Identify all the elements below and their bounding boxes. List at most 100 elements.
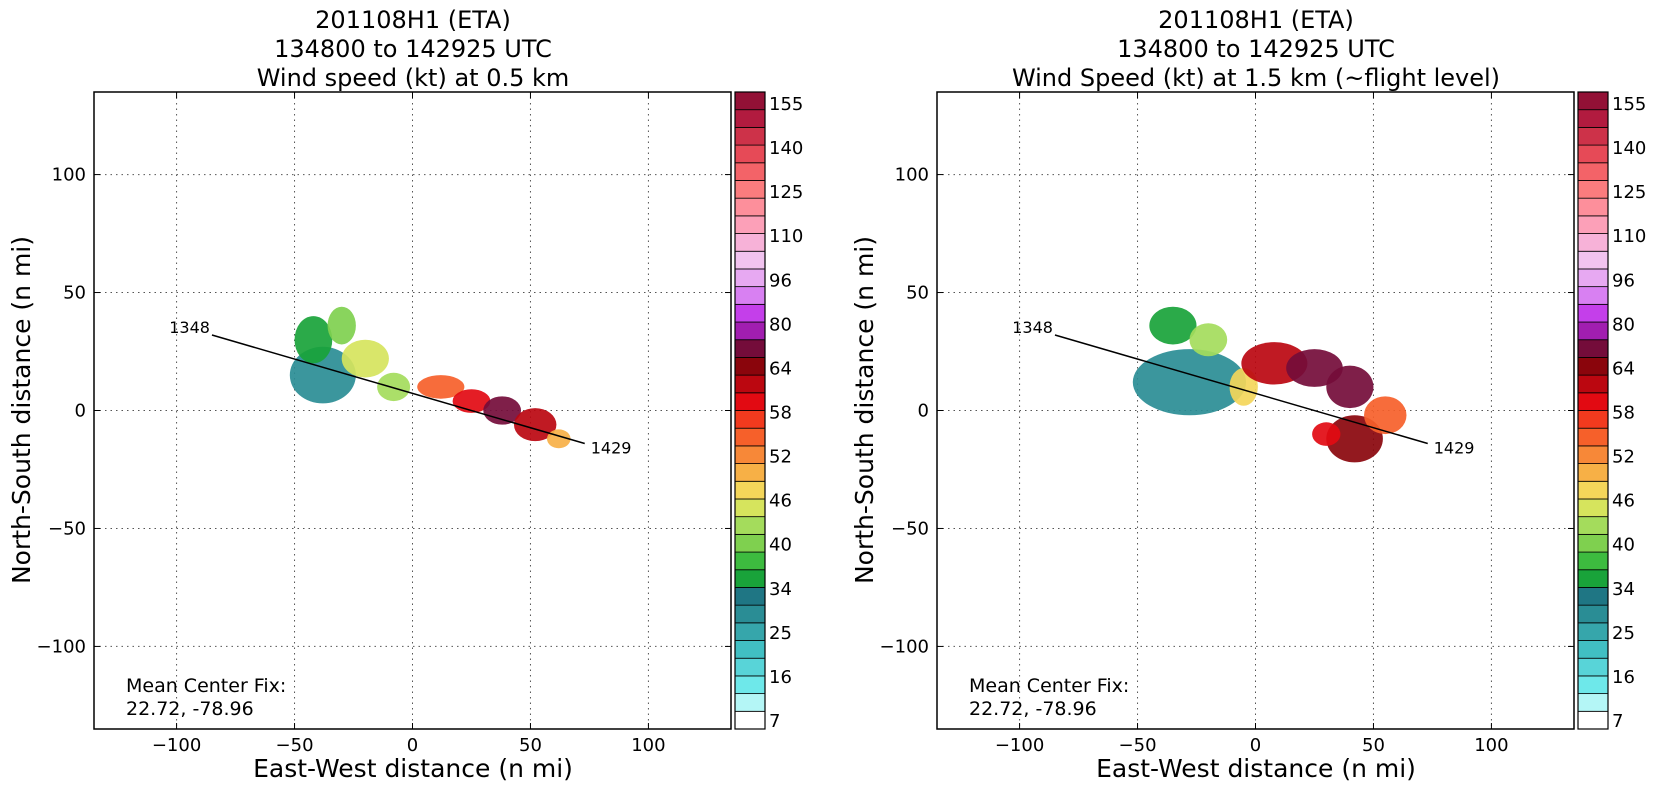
colorbar-tick-label: 46: [769, 491, 792, 512]
colorbar-segment: [734, 268, 766, 288]
colorbar-frame: [1577, 91, 1609, 730]
colorbar-tick-label: 25: [769, 623, 792, 644]
panel-right-annotation-line-2: 22.72, -78.96: [969, 698, 1097, 720]
panel-left-title-line-2: 134800 to 142925 UTC: [274, 35, 552, 63]
flight-track-line: [1054, 334, 1428, 445]
colorbar-segment: [1577, 357, 1609, 376]
colorbar-segment: [734, 569, 766, 588]
colorbar-tick-label: 16: [769, 667, 792, 688]
colorbar-segment: [1577, 144, 1609, 164]
colorbar-segment: [1577, 303, 1609, 323]
panel-left-colorbar: 7 16 25 34 40 46 52 58 64 80 96 110 125 140 155: [734, 91, 803, 732]
colorbar-segment: [734, 392, 766, 411]
x-tick-label: 50: [519, 735, 542, 756]
colorbar-segment: [734, 162, 766, 181]
flight-track-line: [211, 334, 585, 445]
wind-speed-region: [327, 306, 356, 345]
colorbar-segment: [734, 427, 766, 447]
colorbar-segment: [1577, 480, 1609, 500]
colorbar-segment: [734, 339, 766, 358]
y-tick-label: −100: [37, 636, 86, 657]
wind-speed-region: [1312, 422, 1341, 446]
colorbar-segment: [1577, 109, 1609, 128]
colorbar-tick-label: 52: [1612, 447, 1635, 468]
colorbar-segment: [1577, 250, 1609, 270]
panel-right-ylabel: North-South distance (n mi): [850, 236, 879, 584]
colorbar-segment: [734, 693, 766, 712]
colorbar-segment: [734, 710, 766, 730]
colorbar-segment: [1577, 91, 1609, 111]
colorbar-tick-label: 46: [1612, 491, 1635, 512]
colorbar-tick-label: 125: [1612, 182, 1646, 203]
wind-speed-region: [1149, 306, 1197, 345]
colorbar-tick-label: 140: [1612, 138, 1646, 159]
colorbar-tick-label: 96: [769, 270, 792, 291]
colorbar-tick-label: 140: [769, 138, 803, 159]
panel-right-title-line-1: 201108H1 (ETA): [1158, 6, 1354, 34]
colorbar-segment: [734, 286, 766, 305]
colorbar-segment: [734, 91, 766, 111]
colorbar-segment: [1577, 268, 1609, 288]
colorbar-segment: [1577, 516, 1609, 535]
y-tick-label: 50: [63, 283, 86, 304]
panel-right-xlabel: East-West distance (n mi): [1096, 754, 1416, 783]
colorbar-segment: [1577, 710, 1609, 730]
colorbar-tick-label: 34: [1612, 579, 1635, 600]
colorbar-segment: [734, 250, 766, 270]
colorbar-segment: [1577, 410, 1609, 429]
colorbar-segment: [734, 357, 766, 376]
panel-left-title-line-1: 201108H1 (ETA): [315, 6, 511, 34]
y-tick-label: −50: [891, 518, 929, 539]
wind-field: [289, 306, 571, 449]
colorbar-tick-label: 80: [769, 314, 792, 335]
colorbar-segment: [734, 126, 766, 146]
colorbar-segment: [1577, 693, 1609, 712]
colorbar-tick-label: 125: [769, 182, 803, 203]
colorbar-tick-label: 58: [769, 403, 792, 424]
x-tick-label: −100: [995, 735, 1044, 756]
plot-area: [94, 92, 731, 729]
colorbar-segment: [734, 109, 766, 128]
wind-speed-region: [341, 339, 389, 378]
colorbar-tick-label: 7: [1612, 711, 1623, 732]
colorbar-segment: [734, 640, 766, 659]
colorbar-tick-label: 64: [769, 358, 792, 379]
colorbar-segment: [1577, 498, 1609, 518]
x-tick-label: −100: [152, 735, 201, 756]
colorbar-segment: [1577, 569, 1609, 588]
wind-speed-region: [483, 396, 522, 425]
colorbar-segment: [1577, 233, 1609, 252]
track-end-label: 1429: [1434, 439, 1475, 458]
colorbar-tick-label: 155: [769, 94, 803, 115]
colorbar-segment: [734, 197, 766, 217]
panel-left-title-line-3: Wind speed (kt) at 0.5 km: [257, 64, 570, 92]
colorbar-tick-label: 52: [769, 447, 792, 468]
x-tick-label: 0: [1250, 735, 1261, 756]
colorbar-segment: [1577, 622, 1609, 641]
colorbar-segment: [1577, 551, 1609, 571]
track-start-label: 1348: [169, 318, 210, 337]
colorbar-segment: [734, 516, 766, 535]
colorbar-segment: [734, 233, 766, 252]
x-tick-label: 100: [631, 735, 665, 756]
colorbar-tick-label: 80: [1612, 314, 1635, 335]
colorbar-segment: [1577, 587, 1609, 606]
wind-speed-region: [1326, 365, 1374, 409]
colorbar-segment: [1577, 463, 1609, 482]
y-tick-label: 100: [52, 165, 86, 186]
colorbar-segment: [734, 675, 766, 695]
colorbar-tick-label: 96: [1612, 270, 1635, 291]
y-tick-label: −100: [880, 636, 929, 657]
x-tick-label: 100: [1474, 735, 1508, 756]
x-tick-label: −50: [276, 735, 314, 756]
panel-left-annotation-line-2: 22.72, -78.96: [126, 698, 254, 720]
colorbar-segment: [1577, 339, 1609, 358]
wind-speed-region: [377, 372, 411, 402]
colorbar-tick-label: 64: [1612, 358, 1635, 379]
y-tick-label: 0: [918, 401, 929, 422]
wind-speed-region: [1189, 323, 1228, 357]
colorbar-segment: [1577, 180, 1609, 199]
colorbar-segment: [1577, 604, 1609, 624]
panel-right-annotation-line-1: Mean Center Fix:: [969, 675, 1129, 697]
